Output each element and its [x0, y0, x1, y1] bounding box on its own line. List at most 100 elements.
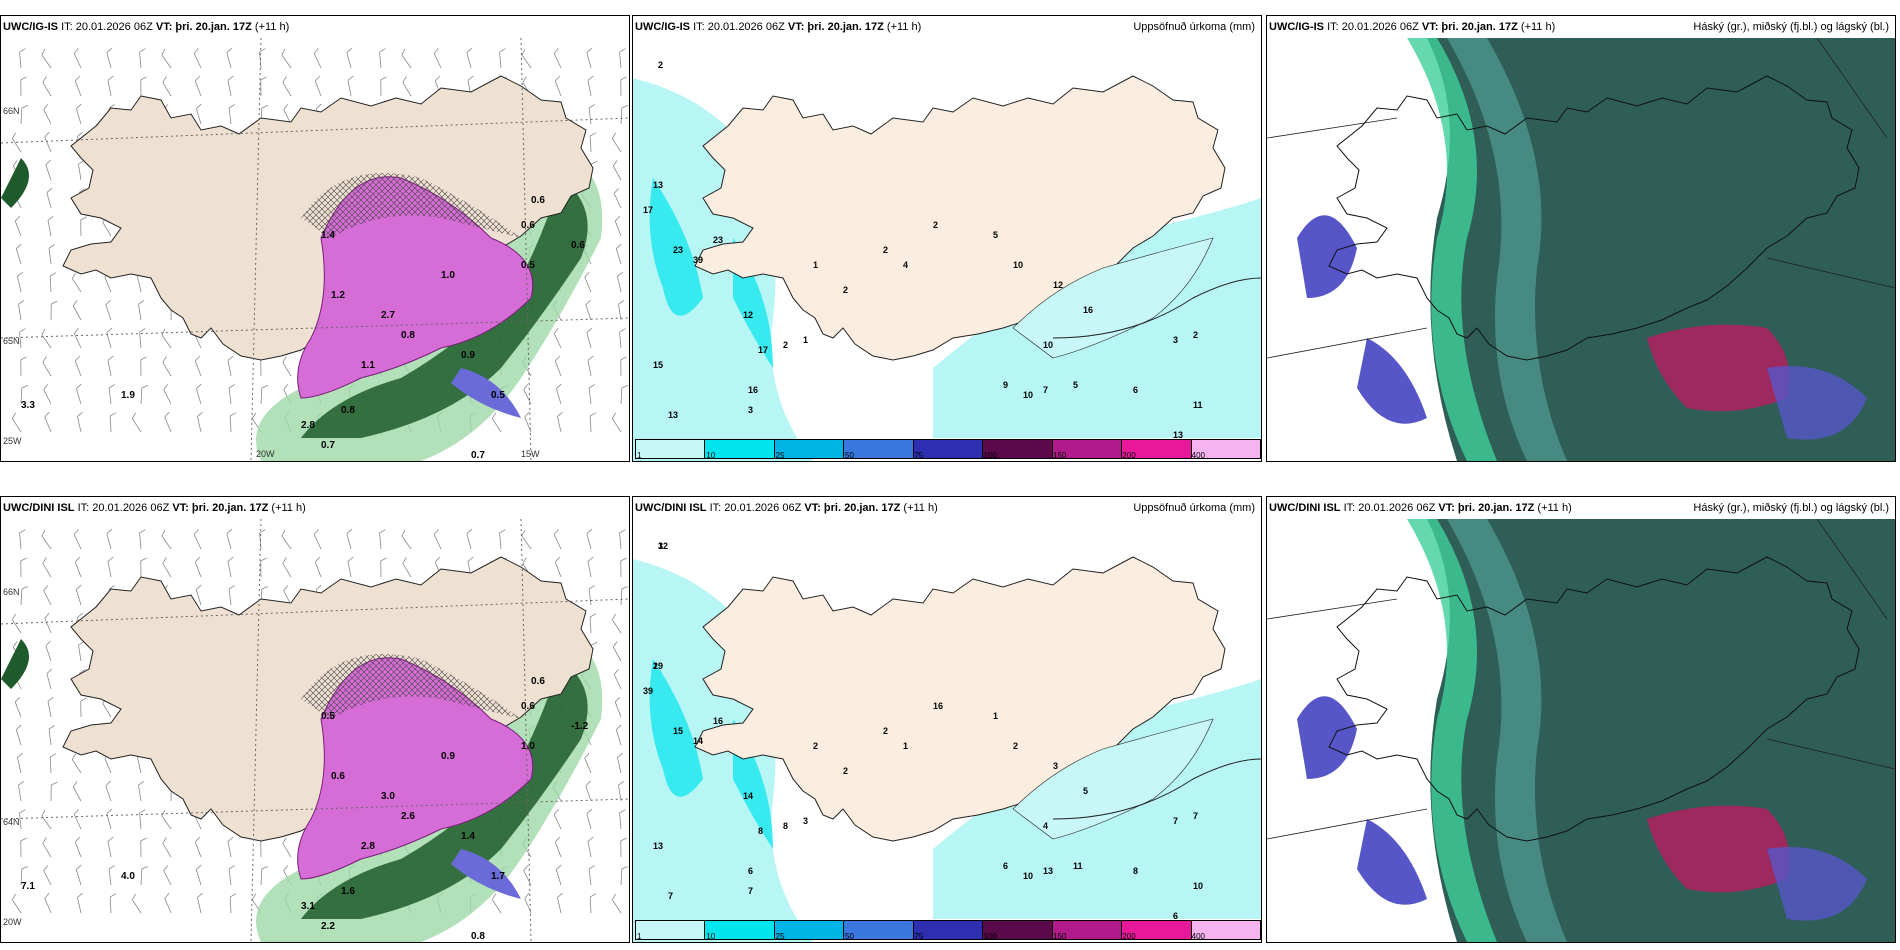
colorbar-tick: 200 — [1122, 932, 1136, 941]
map-panel-wind: UWC/DINI ISL IT: 20.01.2026 06Z VT: þri.… — [0, 496, 630, 943]
valid-time: VT: þri. 20.jan. 17Z — [804, 502, 901, 514]
wind-barb — [161, 48, 172, 69]
wind-barb — [282, 356, 292, 377]
wind-barb — [402, 557, 412, 578]
init-time: IT: 20.01.2026 06Z — [1343, 502, 1436, 514]
wind-barb — [281, 48, 292, 69]
wind-barb — [80, 697, 87, 718]
map-panel-precip: UWC/DINI ISL IT: 20.01.2026 06Z VT: þri.… — [632, 496, 1262, 943]
colorbar-tick: 75 — [914, 932, 924, 941]
wind-barb — [161, 529, 172, 550]
value-label: 0.8 — [401, 330, 415, 341]
value-label: 2 — [783, 340, 788, 350]
panel-header: UWC/IG-IS IT: 20.01.2026 06Z VT: þri. 20… — [633, 16, 1261, 38]
value-label: 2.7 — [381, 310, 395, 321]
wind-barb — [611, 613, 622, 634]
panel-header: UWC/IG-IS IT: 20.01.2026 06Z VT: þri. 20… — [1267, 16, 1895, 38]
panel-header: UWC/DINI ISL IT: 20.01.2026 06Z VT: þri.… — [1, 497, 629, 519]
colorbar-segment — [1052, 921, 1123, 939]
panel-title: Uppsöfnuð úrkoma (mm) — [1133, 502, 1255, 514]
precip-colorbar — [635, 920, 1261, 940]
wind-barb — [42, 837, 52, 858]
colorbar-segment — [1052, 440, 1123, 458]
wind-barb — [75, 584, 82, 606]
wind-barb — [227, 556, 234, 578]
value-label: 8 — [1133, 866, 1138, 876]
wind-barb — [226, 528, 233, 550]
wind-barb — [44, 612, 52, 634]
value-label: 0.9 — [461, 350, 475, 361]
wind-barb — [44, 131, 52, 153]
wind-barb — [612, 160, 622, 181]
colorbar-tick: 25 — [775, 451, 785, 460]
wind-barb — [587, 556, 594, 578]
value-label: 1.7 — [491, 871, 505, 882]
wind-barb — [589, 132, 597, 153]
wind-barb — [140, 837, 147, 858]
value-label: 8 — [783, 821, 788, 831]
value-label: 12 — [658, 541, 668, 551]
wind-barb — [554, 355, 562, 377]
wind-barb — [195, 383, 202, 405]
colorbar-tick: 50 — [845, 451, 854, 460]
colorbar-segment — [983, 921, 1053, 939]
wind-barb — [226, 47, 233, 69]
init-time: IT: 20.01.2026 06Z — [709, 502, 802, 514]
value-label: 14 — [693, 736, 703, 746]
wind-barb — [49, 753, 57, 774]
colorbar-tick: 400 — [1191, 451, 1206, 460]
value-label: 19 — [653, 661, 663, 671]
wind-barb — [491, 412, 502, 433]
wind-barb — [523, 384, 532, 405]
wind-barb — [193, 528, 202, 550]
cloud-area-white — [1267, 519, 1457, 942]
colorbar-tick: 25 — [775, 932, 785, 941]
wind-barb — [48, 244, 55, 265]
wind-barb — [618, 780, 625, 802]
wind-barb — [587, 355, 594, 377]
wind-barb — [554, 836, 562, 858]
value-label: 16 — [1083, 305, 1093, 315]
colorbar-segment — [1122, 921, 1192, 939]
axis-label: 25W — [3, 436, 22, 446]
value-label: 2 — [658, 60, 663, 70]
wind-barb — [617, 752, 623, 774]
init-time: IT: 20.01.2026 06Z — [77, 502, 170, 514]
wind-barb — [77, 411, 83, 433]
value-label: 14 — [743, 791, 753, 801]
lead-time: (+11 h) — [1520, 21, 1556, 33]
value-label: 0.5 — [521, 260, 535, 271]
cloud-area-red — [1647, 805, 1790, 893]
colorbar-segment — [705, 921, 775, 939]
value-label: -1.2 — [571, 721, 589, 732]
colorbar-segment — [913, 440, 984, 458]
wind-barb — [197, 411, 203, 433]
colorbar-tick: 1 — [637, 451, 642, 460]
value-label: 0.7 — [471, 450, 485, 461]
wind-barb — [18, 780, 25, 802]
wind-barb — [585, 780, 592, 802]
wind-barb — [107, 836, 114, 858]
wind-barb — [45, 640, 52, 662]
value-label: 7 — [1173, 816, 1178, 826]
panel-header: UWC/DINI ISL IT: 20.01.2026 06Z VT: þri.… — [1267, 497, 1895, 519]
map-panel-cloud: UWC/IG-IS IT: 20.01.2026 06Z VT: þri. 20… — [1266, 15, 1896, 462]
wind-barb — [619, 48, 626, 69]
value-label: 7 — [1043, 385, 1048, 395]
wind-barb — [139, 809, 146, 830]
wind-barb — [75, 864, 82, 886]
wind-barb — [314, 75, 322, 97]
value-label: 15 — [653, 360, 663, 370]
wind-barb — [78, 159, 85, 181]
wind-barb — [108, 384, 115, 405]
wind-barb — [161, 328, 172, 349]
colorbar-tick: 100 — [983, 451, 998, 460]
wind-barb — [282, 76, 292, 97]
colorbar-segment — [844, 921, 914, 939]
value-label: 39 — [693, 255, 703, 265]
wind-barb — [139, 328, 146, 349]
wind-barb — [43, 384, 52, 405]
wind-barb — [17, 271, 23, 293]
wind-barb — [46, 668, 53, 690]
